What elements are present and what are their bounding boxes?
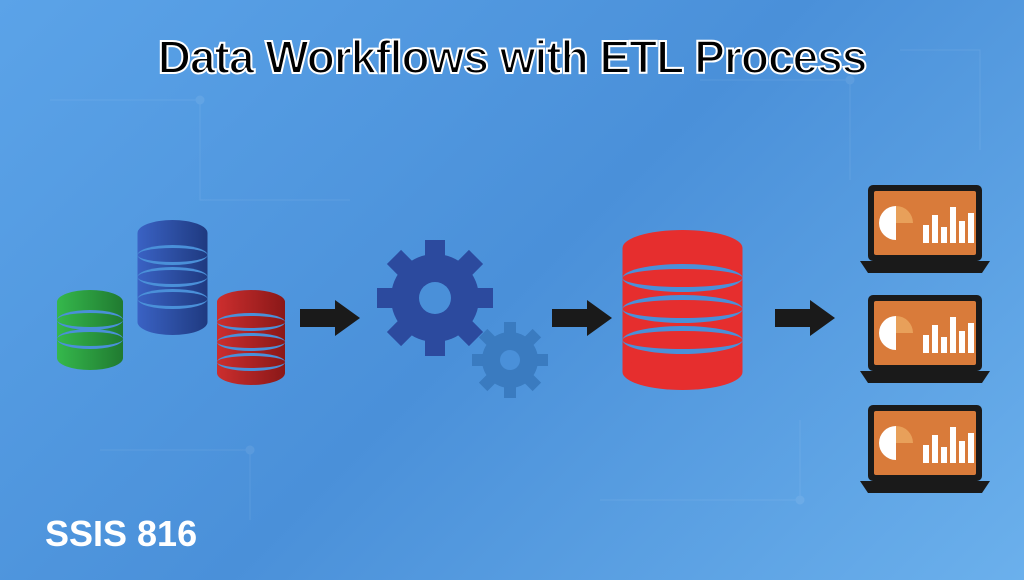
source-db-green-icon (55, 290, 125, 370)
laptop-output-2-icon (860, 295, 990, 385)
footer-label: SSIS 816 (45, 513, 197, 555)
gear-small-icon (470, 320, 550, 400)
arrow-transform-icon (552, 300, 612, 336)
laptop-output-1-icon (860, 185, 990, 275)
source-db-red-icon (215, 290, 287, 385)
source-db-blue-icon (135, 220, 210, 335)
etl-flow-diagram (0, 160, 1024, 500)
load-db-icon (620, 230, 745, 390)
arrow-extract-icon (300, 300, 360, 336)
arrow-load-icon (775, 300, 835, 336)
laptop-output-3-icon (860, 405, 990, 495)
page-title: Data Workflows with ETL Process (0, 30, 1024, 84)
